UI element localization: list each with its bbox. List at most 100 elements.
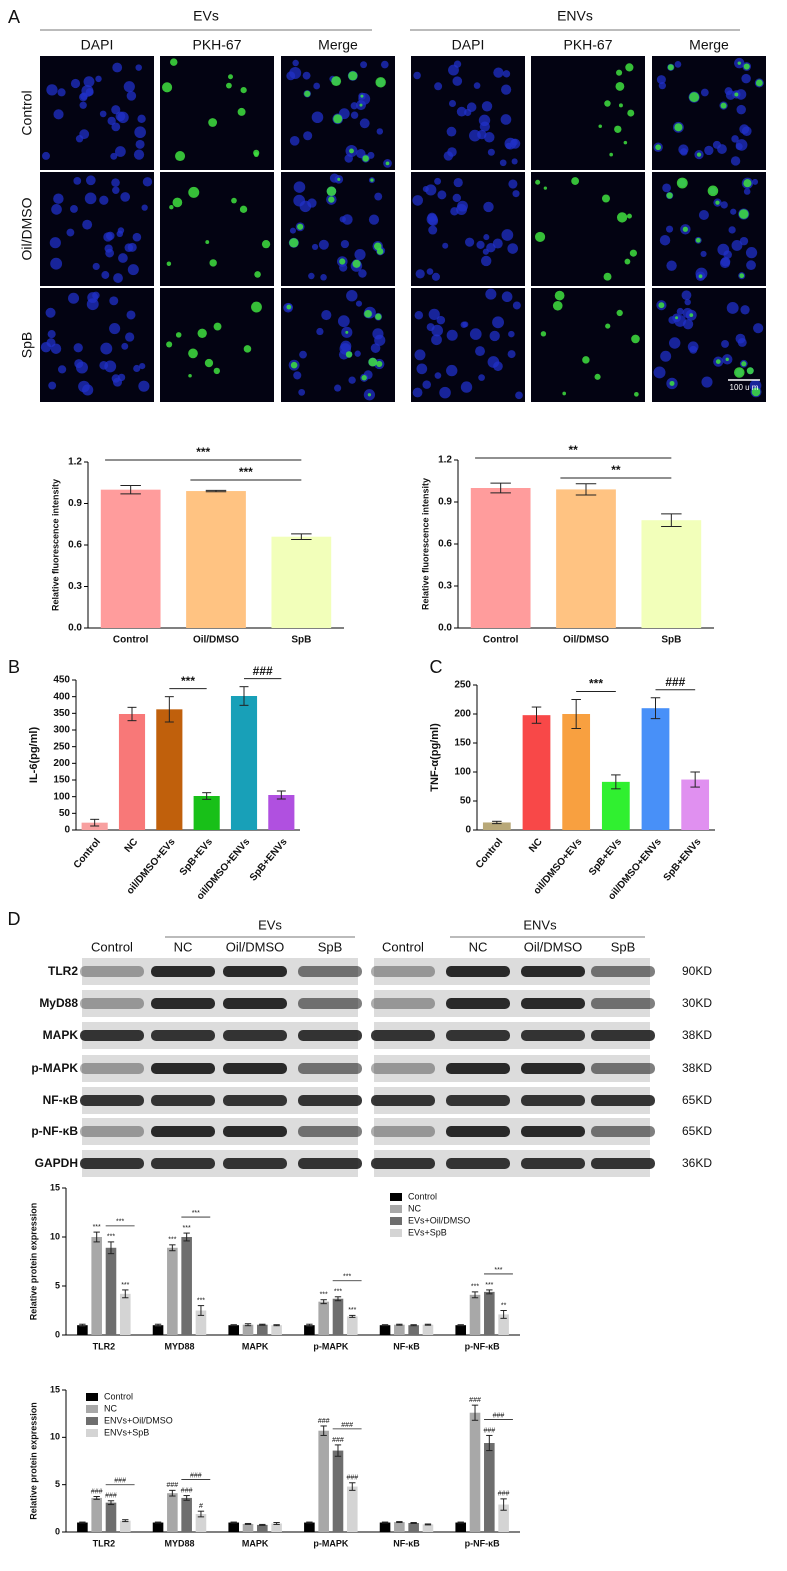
error-bar	[410, 1522, 417, 1524]
bar	[394, 1522, 405, 1532]
x-tick-label: MYD88	[164, 1538, 194, 1548]
nucleus	[507, 243, 519, 254]
vesicle	[364, 309, 372, 318]
blot-band	[151, 1063, 215, 1074]
bar	[498, 1504, 509, 1532]
y-tick-label: 0.3	[68, 581, 82, 592]
vesicle	[205, 240, 210, 244]
nucleus	[42, 151, 51, 160]
x-tick-label: NC	[527, 837, 545, 855]
bar	[152, 1522, 164, 1532]
vesicle	[746, 367, 754, 375]
y-tick-label: 50	[59, 808, 71, 819]
error-bar	[107, 1500, 115, 1506]
nucleus	[48, 381, 57, 390]
vesicle	[175, 151, 186, 162]
significance-label: **	[569, 443, 579, 457]
bar	[167, 1247, 178, 1335]
nucleus	[502, 70, 511, 78]
error-bar	[259, 1523, 266, 1526]
nucleus	[735, 143, 743, 151]
legend-swatch	[86, 1393, 98, 1401]
nucleus	[452, 76, 463, 86]
nucleus	[83, 76, 95, 88]
error-bar	[396, 1323, 403, 1326]
nucleus	[350, 111, 359, 119]
nucleus	[123, 81, 135, 93]
blot-band	[223, 1063, 287, 1074]
x-tick-label: p-MAPK	[313, 1538, 348, 1548]
vesicle	[695, 237, 701, 243]
bar	[91, 1237, 102, 1335]
nucleus	[82, 384, 94, 396]
nucleus	[46, 84, 58, 96]
y-axis-label: Relative fluorescence intensity	[420, 478, 430, 610]
vesicle	[535, 179, 541, 185]
nucleus	[752, 178, 759, 185]
blot-band	[298, 966, 362, 977]
nucleus	[473, 82, 481, 89]
bar	[455, 1325, 467, 1335]
vesicle	[751, 387, 761, 397]
error-bar	[306, 1521, 313, 1524]
vesicle	[360, 94, 364, 98]
significance-marker: ###	[105, 1493, 117, 1500]
nucleus	[50, 257, 63, 270]
legend-swatch	[86, 1405, 98, 1413]
nucleus	[293, 371, 302, 380]
nucleus	[483, 201, 494, 213]
blot-band	[80, 998, 144, 1009]
nucleus	[492, 238, 503, 249]
nucleus	[104, 244, 113, 253]
nucleus	[745, 247, 758, 259]
nucleus	[446, 364, 458, 377]
nucleus	[746, 260, 756, 271]
nucleus	[480, 255, 492, 267]
vesicle	[304, 90, 311, 97]
nucleus	[658, 82, 666, 90]
bar	[641, 708, 670, 830]
nucleus	[431, 334, 442, 346]
nucleus	[360, 61, 368, 69]
label: Control	[91, 939, 133, 954]
label: EVs	[193, 8, 219, 24]
significance-label: ###	[665, 675, 685, 689]
nucleus	[656, 75, 666, 85]
bar	[100, 489, 161, 628]
vesicle	[345, 351, 353, 358]
bar	[152, 1325, 164, 1335]
nucleus	[416, 363, 428, 375]
nucleus	[299, 350, 307, 359]
nucleus	[717, 144, 727, 154]
y-tick-label: 15	[50, 1182, 60, 1192]
vesicle	[188, 186, 200, 198]
blot-band	[521, 1063, 585, 1074]
nucleus	[485, 288, 497, 300]
bar	[318, 1301, 329, 1335]
vesicle	[328, 196, 335, 203]
vesicle	[348, 71, 358, 81]
blot-band	[521, 1030, 585, 1041]
vesicle	[675, 316, 679, 320]
bar	[681, 779, 710, 830]
error-bar	[349, 1314, 356, 1318]
y-axis-label: Relative fluorescence intensity	[50, 479, 60, 611]
vesicle	[543, 186, 547, 190]
y-tick-label: 100	[454, 767, 471, 778]
nucleus	[79, 101, 87, 109]
nucleus	[358, 93, 371, 105]
bar	[408, 1325, 419, 1335]
significance-marker: ###	[346, 1475, 358, 1482]
nucleus	[133, 364, 141, 373]
vesicle	[609, 152, 613, 157]
vesicle	[696, 152, 702, 157]
significance-marker: ***	[485, 1282, 493, 1289]
y-axis-label: IL-6(pg/ml)	[28, 727, 40, 784]
bar	[242, 1523, 254, 1532]
legend-label: ENVs+SpB	[104, 1427, 149, 1437]
vesicle	[226, 82, 232, 89]
bar	[408, 1523, 419, 1532]
error-bar	[471, 1291, 479, 1299]
nucleus	[515, 391, 523, 400]
nucleus	[111, 105, 121, 115]
